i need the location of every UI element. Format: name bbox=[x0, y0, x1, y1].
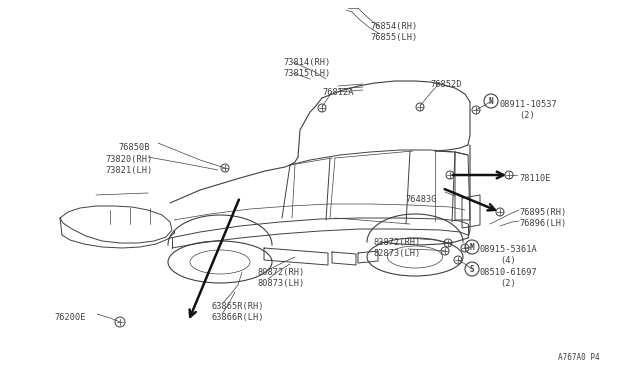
Text: A767A0 P4: A767A0 P4 bbox=[558, 353, 600, 362]
Text: 76483G: 76483G bbox=[405, 195, 436, 204]
Text: 76854(RH): 76854(RH) bbox=[370, 22, 417, 31]
Text: 78110E: 78110E bbox=[519, 174, 550, 183]
Text: 76895(RH): 76895(RH) bbox=[519, 208, 566, 217]
Text: (4): (4) bbox=[500, 256, 516, 265]
Text: 76855(LH): 76855(LH) bbox=[370, 33, 417, 42]
Text: 73815(LH): 73815(LH) bbox=[283, 69, 330, 78]
Text: 63865R(RH): 63865R(RH) bbox=[212, 302, 264, 311]
Text: 76896(LH): 76896(LH) bbox=[519, 219, 566, 228]
Text: 80872(RH): 80872(RH) bbox=[258, 268, 305, 277]
Text: (2): (2) bbox=[519, 111, 535, 120]
Text: 76200E: 76200E bbox=[54, 313, 86, 322]
Text: 76850B: 76850B bbox=[118, 143, 150, 152]
Text: 82872(RH): 82872(RH) bbox=[374, 238, 421, 247]
Text: S: S bbox=[470, 264, 474, 273]
Text: N: N bbox=[489, 96, 493, 106]
Text: M: M bbox=[470, 243, 474, 251]
Text: 73820(RH): 73820(RH) bbox=[105, 155, 152, 164]
Text: 76812A: 76812A bbox=[322, 88, 353, 97]
Text: 08915-5361A: 08915-5361A bbox=[480, 245, 538, 254]
Text: (2): (2) bbox=[500, 279, 516, 288]
Text: 73821(LH): 73821(LH) bbox=[105, 166, 152, 175]
Text: 08510-61697: 08510-61697 bbox=[480, 268, 538, 277]
Text: 80873(LH): 80873(LH) bbox=[258, 279, 305, 288]
Text: 76852D: 76852D bbox=[430, 80, 461, 89]
Text: 08911-10537: 08911-10537 bbox=[499, 100, 557, 109]
Text: 73814(RH): 73814(RH) bbox=[283, 58, 330, 67]
Text: 63866R(LH): 63866R(LH) bbox=[212, 313, 264, 322]
Text: 82873(LH): 82873(LH) bbox=[374, 249, 421, 258]
